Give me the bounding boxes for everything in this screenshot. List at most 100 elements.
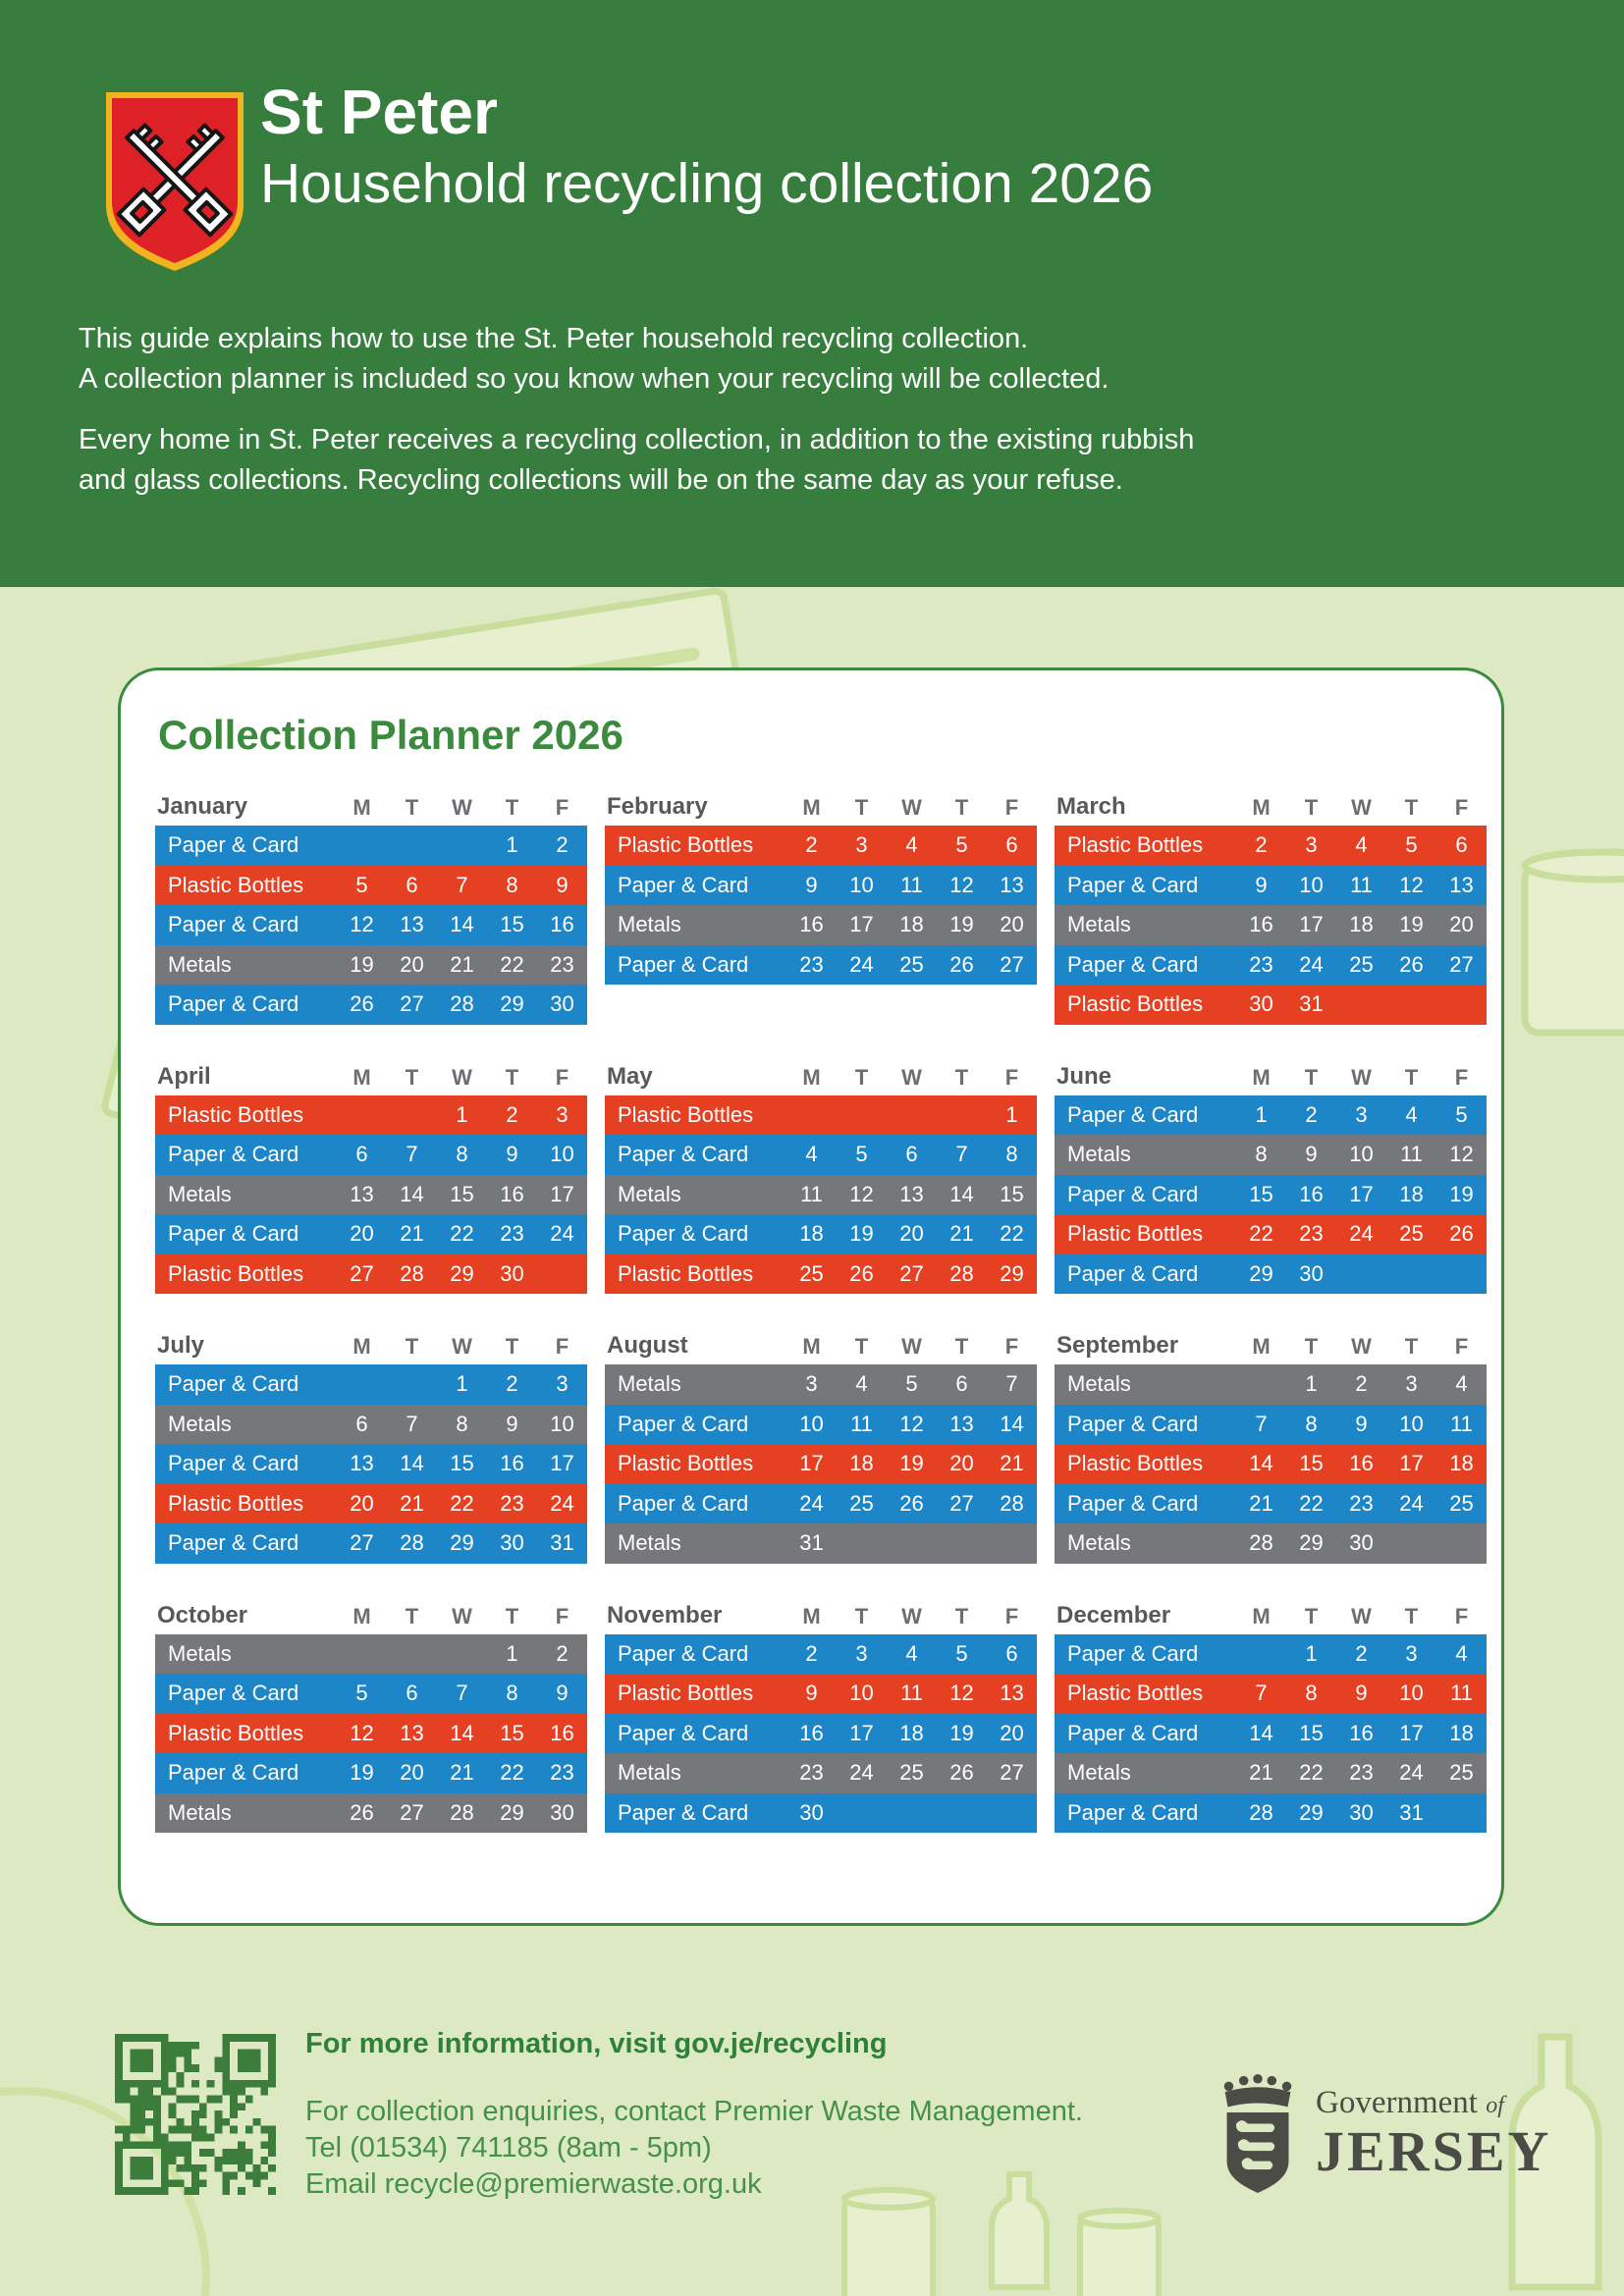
day-cell: 14 <box>450 912 474 937</box>
month-name: December <box>1056 1601 1171 1629</box>
day-header-letter: F <box>1454 795 1469 820</box>
day-cell: 24 <box>550 1221 574 1247</box>
day-cell: 21 <box>450 1760 474 1786</box>
day-cell: 8 <box>1305 1411 1318 1436</box>
footer-enquiries-line: For collection enquiries, contact Premie… <box>305 2096 1083 2127</box>
day-cell: 4 <box>855 1371 868 1397</box>
day-cell: 16 <box>1349 1720 1374 1745</box>
category-label: Paper & Card <box>618 1490 749 1516</box>
collection-row-plastic: Plastic Bottles 9 10 11 12 13 <box>605 1674 1037 1714</box>
day-cell: 18 <box>849 1451 874 1476</box>
collection-row-plastic: Plastic Bottles 20 21 22 23 24 <box>155 1483 587 1523</box>
collection-row-plastic: Plastic Bottles 5 6 7 8 9 <box>155 865 587 905</box>
category-label: Metals <box>168 1411 232 1436</box>
day-cell: 27 <box>400 1799 424 1825</box>
footer-contact-text: For collection enquiries, contact Premie… <box>305 2094 1083 2203</box>
day-cell: 27 <box>1449 951 1474 977</box>
category-label: Plastic Bottles <box>1067 1681 1204 1706</box>
day-cell: 16 <box>799 912 824 937</box>
month-name: July <box>157 1332 205 1359</box>
collection-row-plastic: Plastic Bottles 22 23 24 25 26 <box>1055 1214 1487 1255</box>
day-cell: 1 <box>506 832 518 858</box>
day-cell: 6 <box>905 1142 918 1167</box>
day-cell: 9 <box>506 1142 518 1167</box>
collection-row-metals: Metals 1 2 <box>155 1633 587 1674</box>
collection-row-paper: Paper & Card 29 30 <box>1055 1254 1487 1294</box>
day-header-letter: T <box>405 1603 419 1629</box>
day-header-letter: W <box>452 1603 472 1629</box>
collection-row-paper: Paper & Card 6 7 8 9 10 <box>155 1135 587 1175</box>
month-header: May M T W T F <box>605 1062 1037 1095</box>
day-cell: 23 <box>1249 951 1273 977</box>
day-cell: 20 <box>400 951 424 977</box>
government-of-jersey-crest <box>1223 2073 1292 2193</box>
day-cell: 8 <box>456 1411 468 1436</box>
category-label: Paper & Card <box>168 1451 299 1476</box>
day-cell: 10 <box>1299 872 1324 897</box>
day-header-letter: T <box>1304 1603 1319 1629</box>
day-cell: 15 <box>1249 1181 1273 1206</box>
collection-row-metals: Metals 11 12 13 14 15 <box>605 1174 1037 1214</box>
planner-heading: Collection Planner 2026 <box>158 712 623 758</box>
collection-row-paper: Paper & Card 30 <box>605 1792 1037 1833</box>
collection-row-paper: Paper & Card 2 3 4 5 6 <box>605 1633 1037 1674</box>
day-cell: 22 <box>450 1490 474 1516</box>
day-cell: 13 <box>899 1181 924 1206</box>
category-label: Paper & Card <box>1067 1260 1199 1286</box>
collection-row-plastic: Plastic Bottles 7 8 9 10 11 <box>1055 1674 1487 1714</box>
day-cell: 1 <box>1305 1371 1318 1397</box>
day-cell: 21 <box>400 1490 424 1516</box>
category-label: Paper & Card <box>168 1681 299 1706</box>
day-cell: 17 <box>550 1181 574 1206</box>
collection-row-paper: Paper & Card 15 16 17 18 19 <box>1055 1174 1487 1214</box>
category-label: Plastic Bottles <box>168 1490 304 1516</box>
day-cell: 21 <box>1000 1451 1024 1476</box>
day-cell: 4 <box>805 1142 818 1167</box>
category-label: Paper & Card <box>1067 1101 1199 1127</box>
collection-row-plastic: Plastic Bottles 14 15 16 17 18 <box>1055 1444 1487 1484</box>
category-label: Metals <box>1067 1530 1131 1556</box>
collection-row-paper: Paper & Card 19 20 21 22 23 <box>155 1753 587 1793</box>
day-cell: 9 <box>1305 1142 1318 1167</box>
day-header-letter: T <box>854 1603 869 1629</box>
day-cell: 22 <box>500 951 524 977</box>
footer-email-line: Email recycle@premierwaste.org.uk <box>305 2168 762 2200</box>
day-cell: 3 <box>1355 1101 1368 1127</box>
day-header-letter: F <box>555 1064 569 1090</box>
day-header-letter: F <box>1004 1064 1019 1090</box>
day-header-letter: M <box>802 1603 821 1629</box>
collection-row-paper: Paper & Card 23 24 25 26 27 <box>605 944 1037 985</box>
category-label: Paper & Card <box>618 951 749 977</box>
day-cell: 12 <box>1399 872 1424 897</box>
month-name: March <box>1056 793 1126 820</box>
category-label: Plastic Bottles <box>1067 991 1204 1017</box>
day-cell: 9 <box>1355 1681 1368 1706</box>
page-subtitle: Household recycling collection 2026 <box>260 152 1154 216</box>
day-cell: 28 <box>450 991 474 1017</box>
month-header: June M T W T F <box>1055 1062 1487 1095</box>
day-cell: 6 <box>955 1371 968 1397</box>
day-cell: 6 <box>1005 1640 1018 1666</box>
collection-row-paper: Paper & Card 18 19 20 21 22 <box>605 1214 1037 1255</box>
category-label: Paper & Card <box>1067 1411 1199 1436</box>
month-header: August M T W T F <box>605 1331 1037 1364</box>
day-cell: 25 <box>899 1760 924 1786</box>
category-label: Plastic Bottles <box>168 1260 304 1286</box>
day-header-letter: F <box>555 1334 569 1359</box>
category-label: Paper & Card <box>618 1799 749 1825</box>
collection-row-paper: Paper & Card 13 14 15 16 17 <box>155 1444 587 1484</box>
day-cell: 24 <box>550 1490 574 1516</box>
day-cell: 5 <box>905 1371 918 1397</box>
day-cell: 20 <box>1000 912 1024 937</box>
month-june: June M T W T F Paper & Card 1 2 3 4 5 Metals 8 9 10 11 12… <box>1055 1062 1487 1294</box>
day-cell: 11 <box>1450 1681 1473 1706</box>
day-cell: 1 <box>1305 1640 1318 1666</box>
day-header-letter: W <box>1351 1064 1372 1090</box>
day-header-letter: F <box>555 1603 569 1629</box>
day-header-letter: M <box>1252 1064 1271 1090</box>
circle-arc-illustration <box>0 2087 210 2296</box>
day-header-letter: T <box>1404 1334 1419 1359</box>
day-cell: 3 <box>1305 832 1318 858</box>
day-cell: 23 <box>1299 1221 1324 1247</box>
collection-row-paper: Paper & Card 10 11 12 13 14 <box>605 1404 1037 1444</box>
